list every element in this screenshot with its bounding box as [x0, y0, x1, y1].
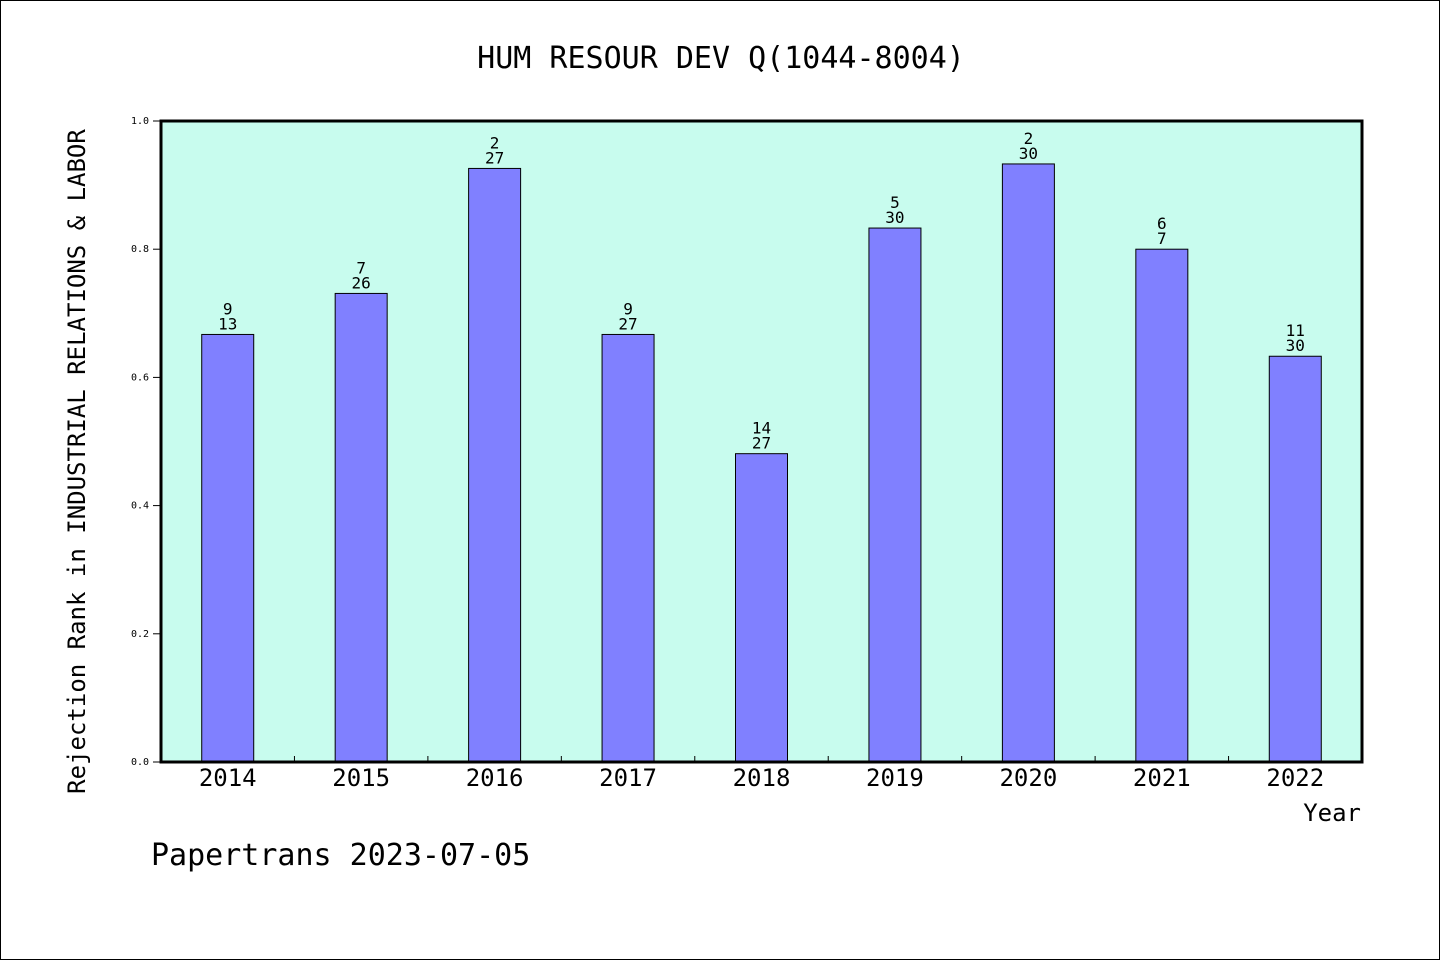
- y-axis-label: Rejection Rank in INDUSTRIAL RELATIONS &…: [63, 129, 91, 794]
- x-tick-label-2016: 2016: [466, 764, 524, 792]
- bar-label-top-2018: 14: [752, 419, 771, 438]
- bars-layer: [201, 163, 1322, 763]
- bar-label-bottom-2017: 27: [618, 314, 637, 333]
- x-tick-label-2022: 2022: [1266, 764, 1324, 792]
- bar-label-bottom-2018: 27: [752, 434, 771, 453]
- bar-label-bottom-2021: 7: [1157, 229, 1167, 248]
- x-tick-label-2017: 2017: [599, 764, 657, 792]
- y-tick-label-4: 0.8: [131, 244, 149, 255]
- x-tick-label-2014: 2014: [199, 764, 257, 792]
- footer-text: Papertrans 2023-07-05: [151, 838, 530, 873]
- bar-label-top-2016: 2: [490, 133, 500, 152]
- bar-2015: [334, 292, 388, 763]
- x-tick-label-2020: 2020: [999, 764, 1057, 792]
- y-tick-label-2: 0.4: [131, 501, 149, 512]
- bar-label-top-2020: 2: [1024, 129, 1034, 148]
- bar-label-top-2019: 5: [890, 193, 900, 212]
- bar-2021: [1135, 248, 1189, 763]
- bar-2017: [601, 333, 655, 763]
- bar-2019: [868, 227, 922, 763]
- y-tick-label-0: 0.0: [131, 757, 149, 768]
- bar-label-bottom-2022: 30: [1286, 336, 1305, 355]
- bar-label-top-2014: 9: [223, 299, 233, 318]
- chart-title: HUM RESOUR DEV Q(1044-8004): [477, 41, 965, 76]
- bar-2020: [1001, 163, 1055, 763]
- bar-label-top-2017: 9: [623, 299, 633, 318]
- bar-label-bottom-2016: 27: [485, 148, 504, 167]
- bar-label-bottom-2020: 30: [1019, 144, 1038, 163]
- axis-ticks-layer: 2014 2015 2016 2017 2018 2019 2020 2021 2022 0.0 0…: [131, 116, 1324, 792]
- bar-2022: [1268, 355, 1322, 763]
- x-tick-label-2021: 2021: [1133, 764, 1191, 792]
- bar-label-bottom-2014: 13: [218, 314, 237, 333]
- bar-label-top-2021: 6: [1157, 214, 1167, 233]
- x-tick-label-2019: 2019: [866, 764, 924, 792]
- x-tick-label-2015: 2015: [332, 764, 390, 792]
- bar-2014: [201, 333, 255, 763]
- y-tick-label-3: 0.6: [131, 372, 149, 383]
- bar-label-bottom-2015: 26: [352, 273, 371, 292]
- x-axis-label: Year: [1303, 799, 1361, 827]
- bar-2018: [735, 453, 788, 763]
- bar-label-top-2015: 7: [356, 258, 366, 277]
- bar-label-bottom-2019: 30: [885, 208, 904, 227]
- y-tick-label-5: 1.0: [131, 116, 149, 127]
- bar-label-top-2022: 11: [1286, 321, 1305, 340]
- y-tick-label-1: 0.2: [131, 629, 149, 640]
- bar-2016: [468, 167, 522, 763]
- plot-frame: [159, 119, 1364, 764]
- x-tick-label-2018: 2018: [733, 764, 791, 792]
